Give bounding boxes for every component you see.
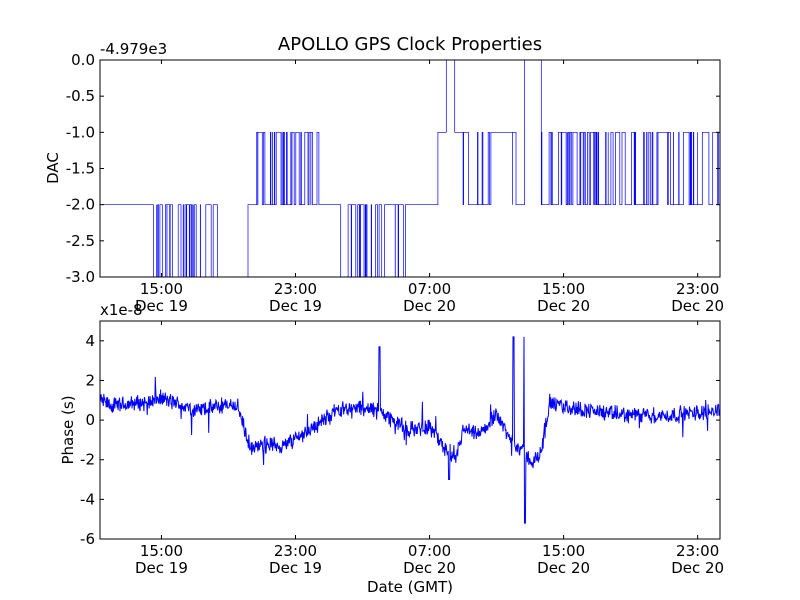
x-tick-time-label: 15:00 [140,542,183,560]
dac-offset-label: -4.979e3 [100,40,167,58]
x-tick-time-label: 07:00 [408,542,451,560]
y-tick-label: 0.0 [71,51,95,69]
y-tick-label: -2 [80,451,95,469]
x-tick-time-label: 23:00 [676,542,719,560]
dac-line [100,60,720,277]
phase-offset-label: x1e-8 [100,301,143,319]
x-tick-date-label: Dec 19 [269,559,322,577]
y-tick-label: -2.5 [66,232,95,250]
phase-series [100,336,720,524]
y-tick-label: -4 [80,490,95,508]
x-tick-time-label: 07:00 [408,280,451,298]
x-tick-date-label: Dec 19 [269,297,322,315]
x-tick-time-label: 15:00 [542,542,585,560]
x-tick-date-label: Dec 20 [671,297,724,315]
phase-line [100,336,720,524]
dac-y-axis-label: DAC [44,152,62,184]
y-tick-label: 0 [85,411,95,429]
y-tick-label: -3.0 [66,268,95,286]
y-tick-label: -0.5 [66,87,95,105]
x-tick-date-label: Dec 20 [537,297,590,315]
y-tick-label: -2.0 [66,196,95,214]
dac-series [100,60,720,277]
y-tick-label: -6 [80,530,95,548]
x-tick-time-label: 23:00 [676,280,719,298]
phase-axes-frame [99,320,721,540]
x-tick-time-label: 23:00 [274,280,317,298]
phase-y-axis: 4 2 0 -2 -4 -6 [80,332,720,548]
figure-title: APOLLO GPS Clock Properties [278,34,542,55]
y-tick-label: -1.0 [66,123,95,141]
x-tick-date-label: Dec 20 [403,559,456,577]
x-tick-time-label: 15:00 [542,280,585,298]
x-tick-date-label: Dec 19 [135,559,188,577]
x-tick-date-label: Dec 20 [403,297,456,315]
y-tick-label: -1.5 [66,160,95,178]
y-tick-label: 2 [85,371,95,389]
x-tick-date-label: Dec 20 [671,559,724,577]
x-tick-time-label: 15:00 [140,280,183,298]
x-tick-time-label: 23:00 [274,542,317,560]
y-tick-label: 4 [85,332,95,350]
phase-y-axis-label: Phase (s) [59,395,77,464]
x-tick-date-label: Dec 19 [135,297,188,315]
x-tick-date-label: Dec 20 [537,559,590,577]
x-axis-label: Date (GMT) [367,578,453,596]
dac-y-axis: 0.0 -0.5 -1.0 -1.5 -2.0 -2.5 -3.0 [66,51,720,286]
